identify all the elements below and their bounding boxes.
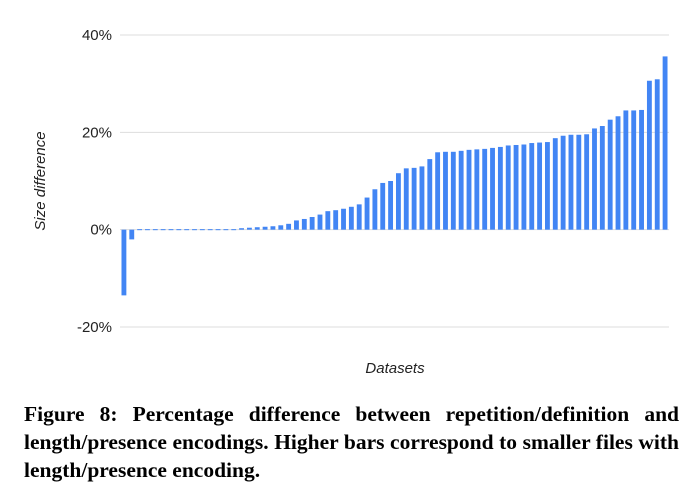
bar bbox=[474, 149, 480, 230]
bar bbox=[560, 135, 566, 230]
bar bbox=[584, 134, 590, 230]
bar bbox=[129, 229, 135, 240]
bar bbox=[215, 229, 221, 231]
bar bbox=[615, 116, 621, 230]
bar bbox=[623, 110, 629, 230]
bar bbox=[435, 152, 441, 230]
bar bbox=[176, 229, 182, 231]
bar bbox=[552, 138, 558, 230]
bar bbox=[395, 173, 401, 230]
bars bbox=[121, 56, 668, 296]
bar bbox=[333, 210, 339, 230]
bar bbox=[654, 79, 660, 230]
bar bbox=[513, 144, 519, 230]
bar-chart: 40% 20% 0% -20% Size difference Datasets bbox=[32, 27, 669, 377]
y-tick-label: 40% bbox=[82, 27, 112, 44]
bar bbox=[121, 229, 127, 296]
bar bbox=[294, 220, 299, 230]
bar bbox=[497, 146, 503, 230]
bar bbox=[160, 229, 166, 231]
bar bbox=[450, 151, 456, 230]
bar bbox=[341, 208, 346, 230]
bar bbox=[168, 229, 174, 231]
bar bbox=[301, 218, 307, 230]
bar bbox=[152, 229, 158, 231]
bar bbox=[145, 229, 150, 231]
y-axis-ticks: 40% 20% 0% -20% bbox=[77, 27, 112, 336]
bar bbox=[239, 228, 244, 230]
bar bbox=[231, 229, 237, 231]
bar bbox=[262, 226, 268, 230]
bar bbox=[254, 227, 260, 230]
bar bbox=[317, 214, 323, 230]
bar bbox=[482, 148, 488, 230]
bar bbox=[356, 204, 362, 230]
y-tick-label: 0% bbox=[90, 222, 112, 239]
bar bbox=[458, 150, 464, 230]
bar bbox=[270, 226, 276, 230]
bar bbox=[192, 229, 197, 231]
bar bbox=[599, 126, 605, 230]
bar bbox=[403, 168, 409, 230]
bar bbox=[207, 229, 213, 231]
bar bbox=[348, 206, 354, 230]
bar bbox=[529, 143, 535, 230]
bar bbox=[364, 197, 370, 230]
bar bbox=[521, 144, 527, 230]
bar bbox=[184, 229, 190, 231]
bar bbox=[427, 159, 433, 230]
y-tick-label: 20% bbox=[82, 124, 112, 141]
bar bbox=[388, 181, 394, 230]
bar bbox=[631, 110, 637, 230]
y-axis-title: Size difference bbox=[32, 131, 49, 230]
bar bbox=[137, 229, 143, 231]
bar bbox=[607, 119, 613, 230]
bar bbox=[278, 225, 284, 230]
bar bbox=[537, 142, 543, 230]
bar bbox=[568, 134, 574, 230]
bar bbox=[223, 229, 229, 231]
bar bbox=[592, 128, 597, 230]
bar bbox=[199, 229, 205, 231]
bar bbox=[372, 189, 378, 230]
bar bbox=[466, 149, 472, 230]
figure-caption: Figure 8: Percentage difference between … bbox=[24, 402, 679, 482]
bar bbox=[545, 142, 550, 230]
bar bbox=[419, 166, 425, 230]
x-axis-title: Datasets bbox=[365, 360, 425, 377]
bar bbox=[246, 227, 252, 230]
bar bbox=[490, 147, 495, 230]
y-tick-label: -20% bbox=[77, 319, 112, 336]
bar bbox=[325, 211, 331, 230]
bar bbox=[443, 151, 448, 230]
bar bbox=[380, 182, 386, 230]
bar bbox=[639, 109, 644, 230]
bar bbox=[505, 145, 511, 230]
bar bbox=[309, 217, 315, 230]
bar bbox=[411, 167, 417, 230]
bar bbox=[576, 134, 582, 230]
bar bbox=[662, 56, 668, 230]
bar bbox=[286, 223, 292, 230]
bar bbox=[646, 80, 652, 230]
